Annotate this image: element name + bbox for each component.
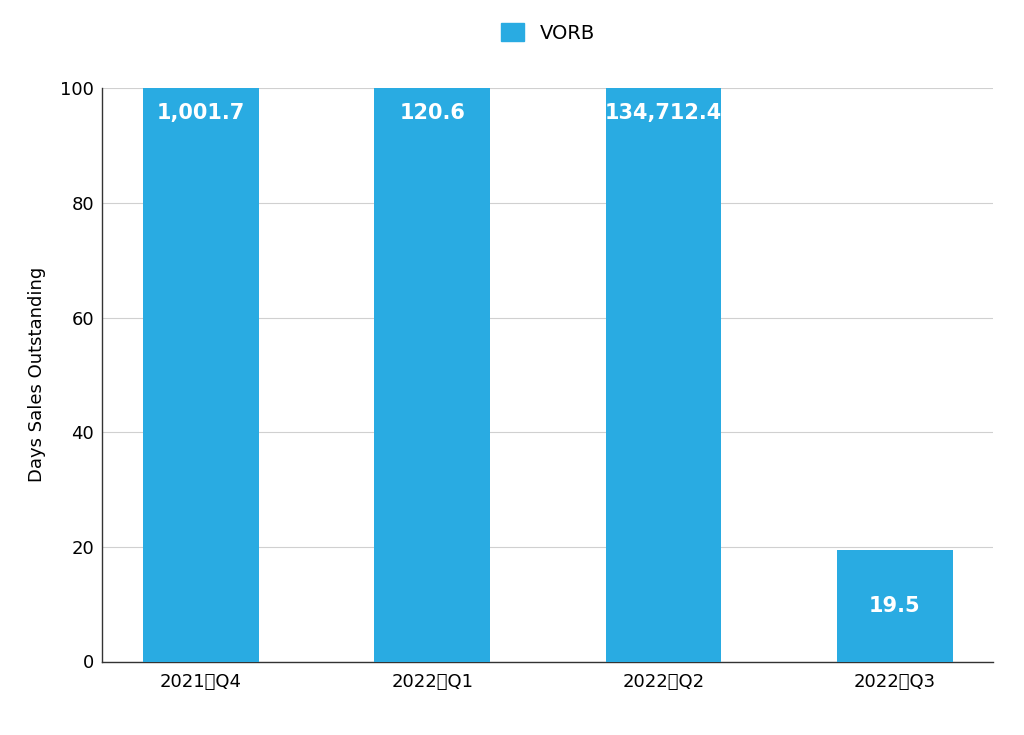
Text: 120.6: 120.6 bbox=[399, 103, 465, 123]
Text: 19.5: 19.5 bbox=[869, 595, 921, 616]
Bar bbox=[143, 88, 259, 662]
Y-axis label: Days Sales Outstanding: Days Sales Outstanding bbox=[29, 268, 46, 482]
Bar bbox=[375, 88, 490, 662]
Text: 1,001.7: 1,001.7 bbox=[157, 103, 245, 123]
Legend: VORB: VORB bbox=[501, 24, 595, 43]
Text: 134,712.4: 134,712.4 bbox=[605, 103, 722, 123]
Bar bbox=[605, 88, 721, 662]
Bar bbox=[837, 550, 952, 662]
